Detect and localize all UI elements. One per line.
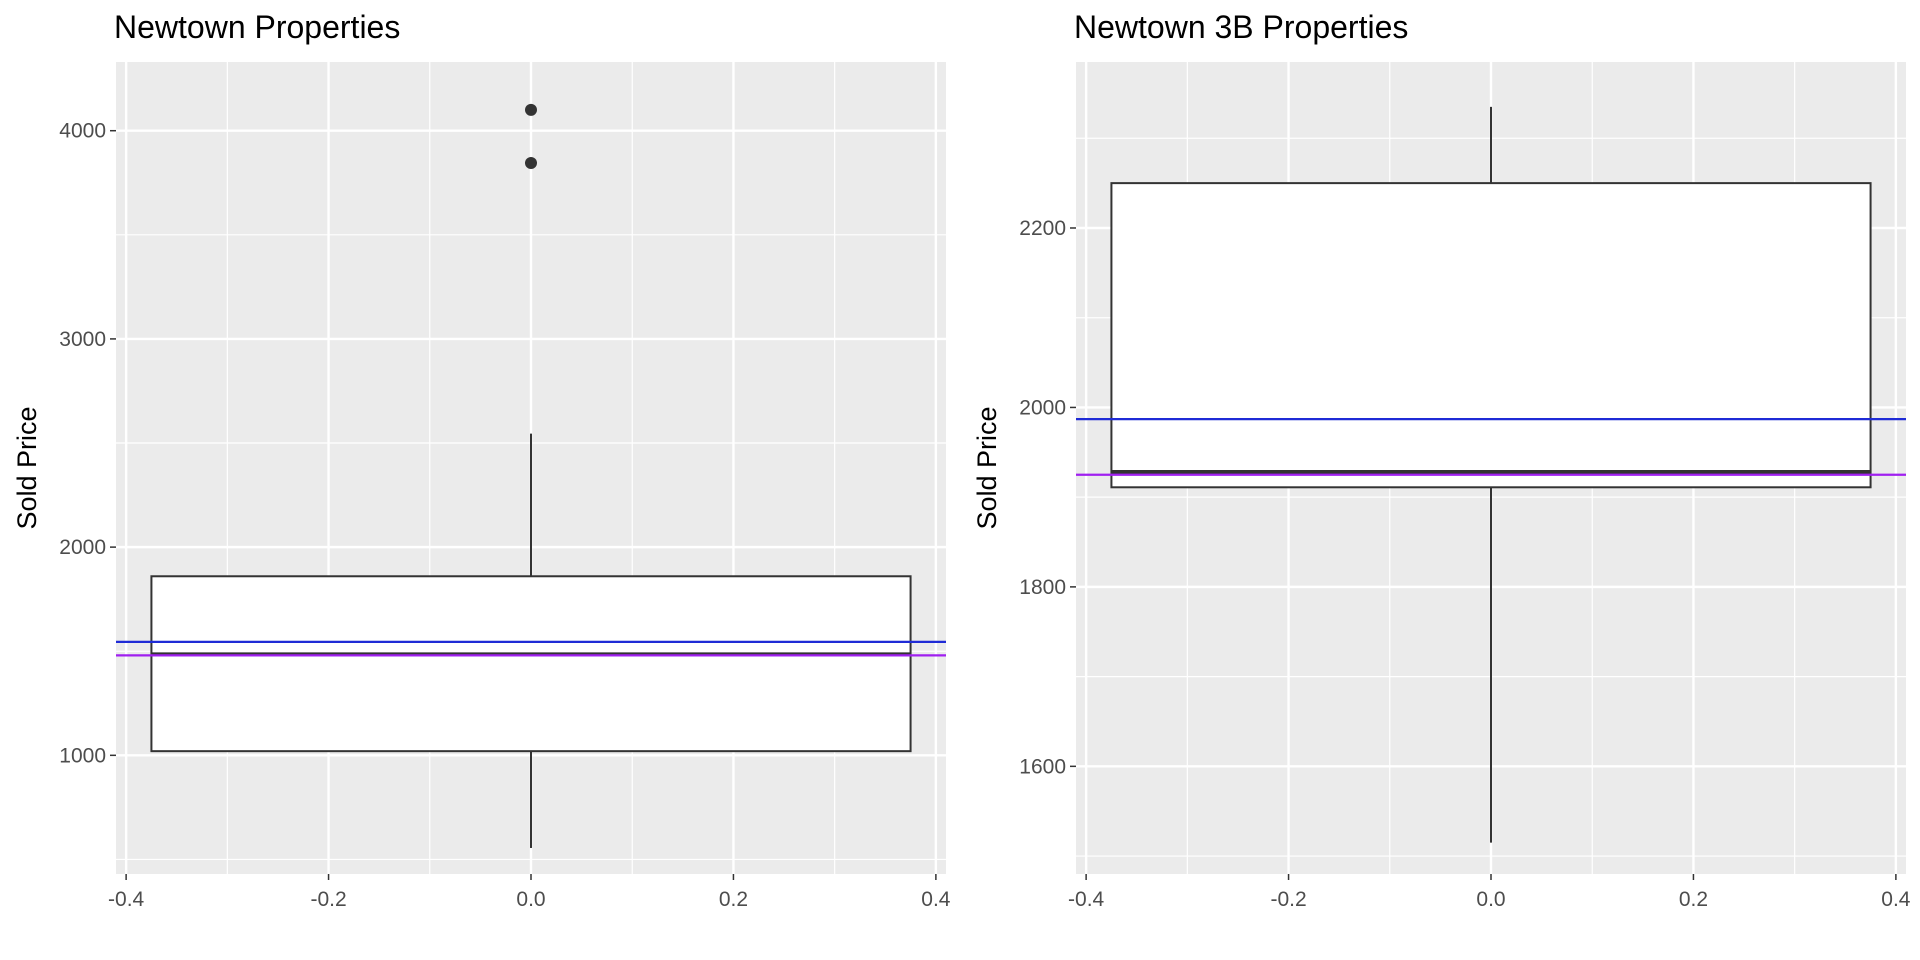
y-tick-label: 3000 xyxy=(59,328,106,351)
x-tick-label: -0.2 xyxy=(1270,888,1306,911)
x-tick-label: 0.4 xyxy=(921,888,951,911)
x-tick-label: -0.4 xyxy=(108,888,145,911)
x-tick-label: 0.0 xyxy=(1476,888,1505,911)
y-tick-label: 2200 xyxy=(1019,217,1066,240)
x-tick-label: -0.2 xyxy=(310,888,346,911)
chart-panel-2: 1600 1800 2000 2200 -0.4 -0.2 0.0 0.2 0.4 Newtown… xyxy=(972,9,1911,911)
y-tick-label: 2000 xyxy=(1019,396,1066,419)
y-tick-label: 4000 xyxy=(59,120,106,143)
y-axis-label: Sold Price xyxy=(972,406,1002,529)
x-tick-label: 0.4 xyxy=(1881,888,1911,911)
x-tick-label: 0.0 xyxy=(516,888,545,911)
x-tick-label: 0.2 xyxy=(719,888,748,911)
y-tick-label: 1600 xyxy=(1019,755,1066,778)
y-axis-label: Sold Price xyxy=(12,406,42,529)
x-tick-label: 0.2 xyxy=(1679,888,1708,911)
y-tick-label: 2000 xyxy=(59,536,106,559)
box-iqr xyxy=(150,575,912,753)
outlier-point xyxy=(525,103,537,116)
chart-title: Newtown Properties xyxy=(114,9,400,45)
y-tick-label: 1000 xyxy=(59,744,106,767)
chart-title: Newtown 3B Properties xyxy=(1074,9,1408,45)
outlier-point xyxy=(525,156,537,169)
x-tick-label: -0.4 xyxy=(1068,888,1105,911)
y-tick-label: 1800 xyxy=(1019,576,1066,599)
box-iqr xyxy=(1110,182,1872,489)
chart-panel-1: 1000 2000 3000 4000 -0.4 -0.2 0.0 0.2 0.4 Newtown… xyxy=(12,9,951,911)
